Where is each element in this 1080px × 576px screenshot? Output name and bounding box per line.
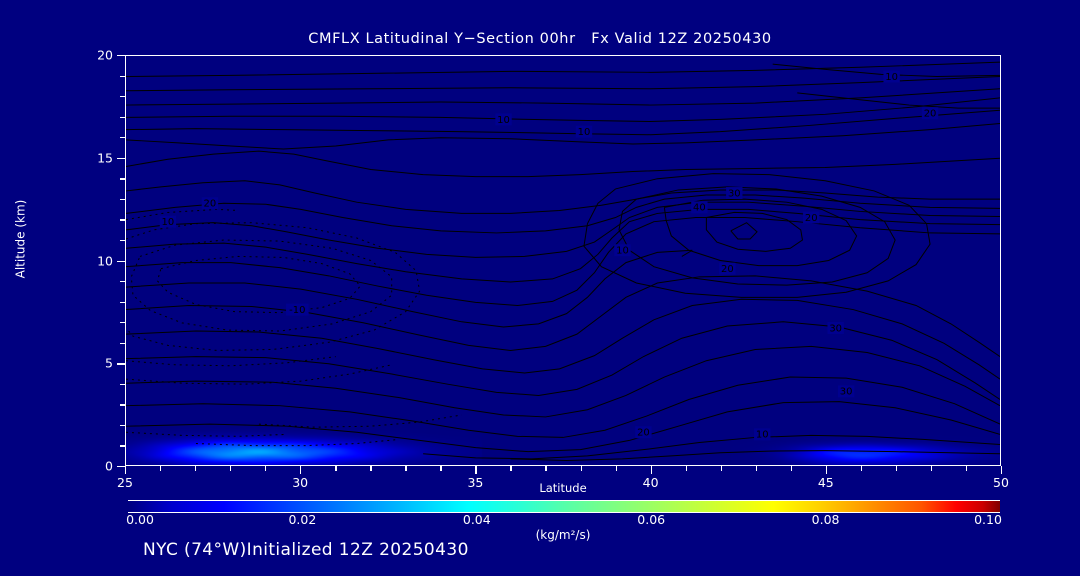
x-axis-minor-tick [405, 466, 407, 471]
y-axis-minor-tick [120, 137, 125, 139]
shaded-field-canvas [126, 56, 1000, 465]
y-axis-tick-label: 0 [105, 458, 113, 474]
y-axis-major-tick [117, 55, 125, 57]
x-axis-major-tick [300, 466, 302, 474]
y-axis-major-tick [117, 466, 125, 468]
x-axis-minor-tick [580, 466, 582, 471]
y-axis-tick-label: 5 [105, 355, 113, 371]
colorbar-tick-label: 0.02 [288, 512, 317, 527]
y-axis-tick-label: 20 [97, 47, 113, 63]
y-axis-minor-tick [120, 301, 125, 303]
colorbar-tick-label: 0.10 [974, 512, 1002, 527]
y-axis-minor-tick [120, 383, 125, 386]
x-axis-tick-label: 30 [292, 475, 309, 490]
y-axis-minor-tick [120, 404, 125, 406]
colorbar [128, 500, 1000, 513]
x-axis-tick-label: 45 [817, 475, 834, 490]
x-axis-minor-tick [930, 466, 933, 471]
y-axis-minor-tick [120, 424, 125, 427]
y-axis-major-tick [117, 157, 125, 160]
x-axis-minor-tick [160, 466, 162, 471]
x-axis-minor-tick [370, 466, 372, 471]
x-axis-title: Latitude [539, 481, 587, 495]
y-axis-minor-tick [120, 178, 125, 180]
x-axis-minor-tick [265, 466, 267, 471]
y-axis-title: Altitude (km) [13, 199, 28, 279]
colorbar-tick-label: 0.06 [637, 512, 666, 527]
y-axis-minor-tick [120, 198, 125, 201]
x-axis-tick-label: 25 [117, 475, 133, 490]
x-axis-tick-label: 50 [993, 475, 1009, 490]
y-axis-minor-tick [120, 239, 125, 242]
x-axis-minor-tick [335, 466, 337, 471]
x-axis-minor-tick [545, 466, 547, 471]
x-axis-major-tick [1001, 466, 1003, 474]
y-axis-minor-tick [120, 96, 125, 98]
y-axis-tick-label: 10 [97, 253, 113, 268]
x-axis-tick-label: 35 [467, 475, 484, 490]
x-axis-minor-tick [440, 466, 442, 471]
x-axis-minor-tick [510, 466, 512, 471]
x-axis-major-tick [825, 466, 828, 474]
x-axis-minor-tick [860, 466, 863, 471]
x-axis-minor-tick [195, 466, 197, 471]
x-axis-tick-label: 40 [642, 475, 659, 490]
footer-label: NYC (74°W)Initialized 12Z 20250430 [143, 540, 469, 560]
x-axis-minor-tick [615, 466, 617, 471]
y-axis-major-tick [117, 363, 125, 365]
y-axis-minor-tick [120, 116, 125, 118]
y-axis-major-tick [117, 260, 125, 262]
x-axis-minor-tick [790, 466, 793, 471]
colorbar-gradient [128, 501, 1000, 512]
y-axis-tick-label: 15 [97, 150, 113, 166]
page-title: CMFLX Latitudinal Y−Section 00hr Fx Vali… [308, 31, 772, 47]
x-axis-minor-tick [230, 466, 232, 471]
plot-area: 10 10 10 20 -10 10 20 30 40 20 30 30 20 10 10 20 [125, 55, 1001, 466]
y-axis-minor-tick [120, 219, 125, 221]
colorbar-tick-label: 0.04 [462, 512, 491, 527]
x-axis-minor-tick [685, 466, 687, 471]
colorbar-tick-label: 0.00 [126, 512, 154, 527]
x-axis-minor-tick [720, 466, 722, 471]
y-axis-minor-tick [120, 75, 125, 77]
colorbar-tick-label: 0.08 [811, 512, 840, 527]
x-axis-major-tick [650, 466, 652, 474]
x-axis-major-tick [475, 466, 477, 474]
x-axis-minor-tick [895, 466, 898, 471]
x-axis-minor-tick [965, 466, 968, 471]
y-axis-minor-tick [120, 322, 125, 324]
x-axis-major-tick [125, 466, 127, 474]
y-axis-minor-tick [120, 445, 125, 447]
colorbar-units-label: (kg/m²/s) [535, 528, 591, 542]
y-axis-minor-tick [120, 281, 125, 283]
y-axis-minor-tick [120, 342, 125, 344]
x-axis-minor-tick [755, 466, 758, 471]
